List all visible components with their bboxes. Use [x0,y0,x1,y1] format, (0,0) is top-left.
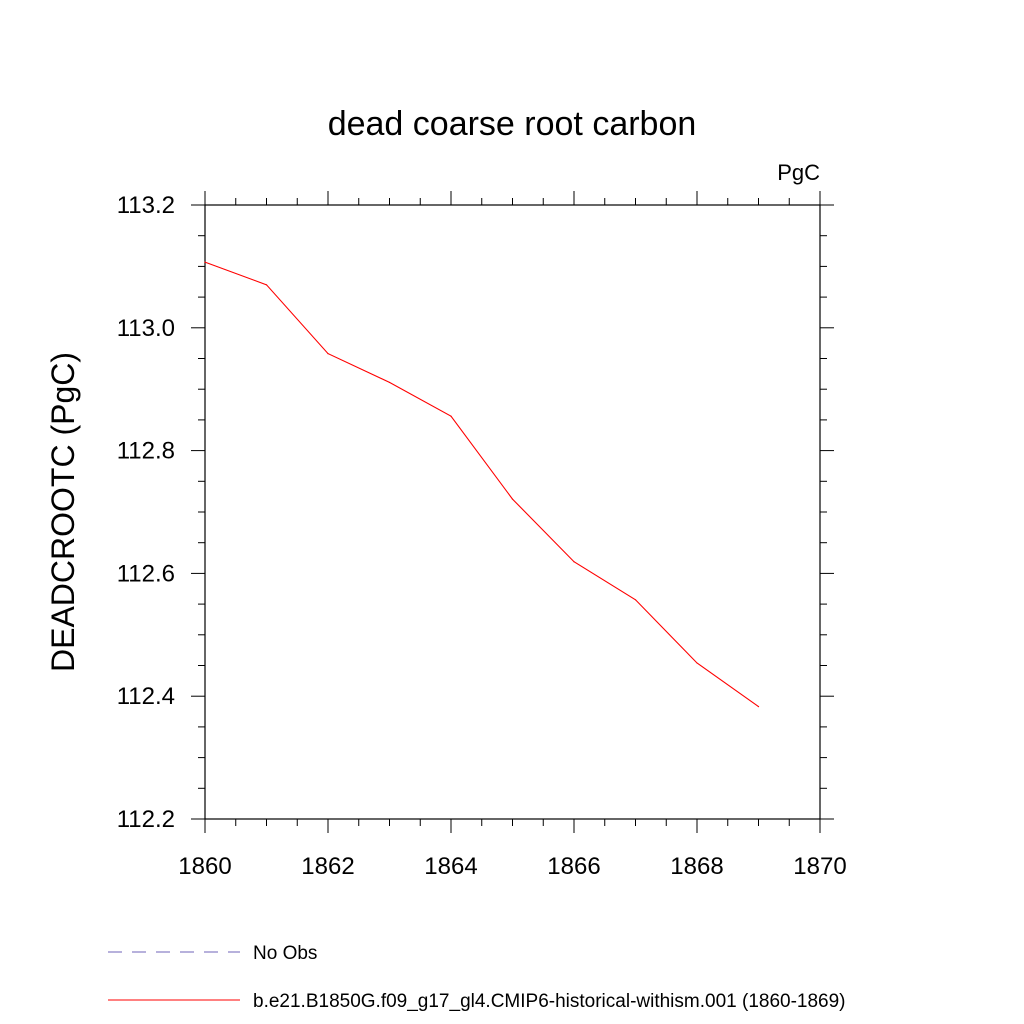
y-tick-label: 113.2 [117,192,175,219]
y-tick-label: 112.4 [117,683,175,710]
units-label: PgC [777,160,820,185]
x-tick-label: 1868 [670,853,723,880]
series-line-1 [204,261,759,708]
plot-frame [204,204,821,820]
series-lines [204,261,760,708]
data-point [757,706,760,708]
x-tick-label: 1860 [178,853,231,880]
data-point [327,352,329,355]
data-point [265,284,268,286]
y-tick-label: 112.8 [117,438,175,465]
data-point [573,561,575,563]
data-point [204,261,206,263]
y-axis-label: DEADCROOTC (PgC) [45,352,81,672]
data-point [450,415,452,417]
x-tick-label: 1862 [301,853,354,880]
chart-title: dead coarse root carbon [328,105,697,143]
y-tick-label: 112.2 [117,806,175,833]
x-tick-label: 1870 [793,853,846,880]
data-point [388,381,391,384]
data-point [696,662,698,664]
legend-label: b.e21.B1850G.f09_g17_gl4.CMIP6-historica… [253,991,846,1012]
y-tick-label: 113.0 [117,315,175,342]
x-tick-label: 1866 [547,853,600,880]
x-tick-label: 1864 [424,853,477,880]
axis-ticks [191,191,834,833]
tick-labels: 1860 1862 1864 1866 1868 1870 112.2 112.4 112.6 1… [117,192,847,880]
y-tick-label: 112.6 [117,560,175,587]
legend-label: No Obs [253,943,317,964]
data-point [511,498,514,500]
legend: No Obs b.e21.B1850G.f09_g17_gl4.CMIP6-his… [108,943,846,1012]
data-point [634,599,637,601]
